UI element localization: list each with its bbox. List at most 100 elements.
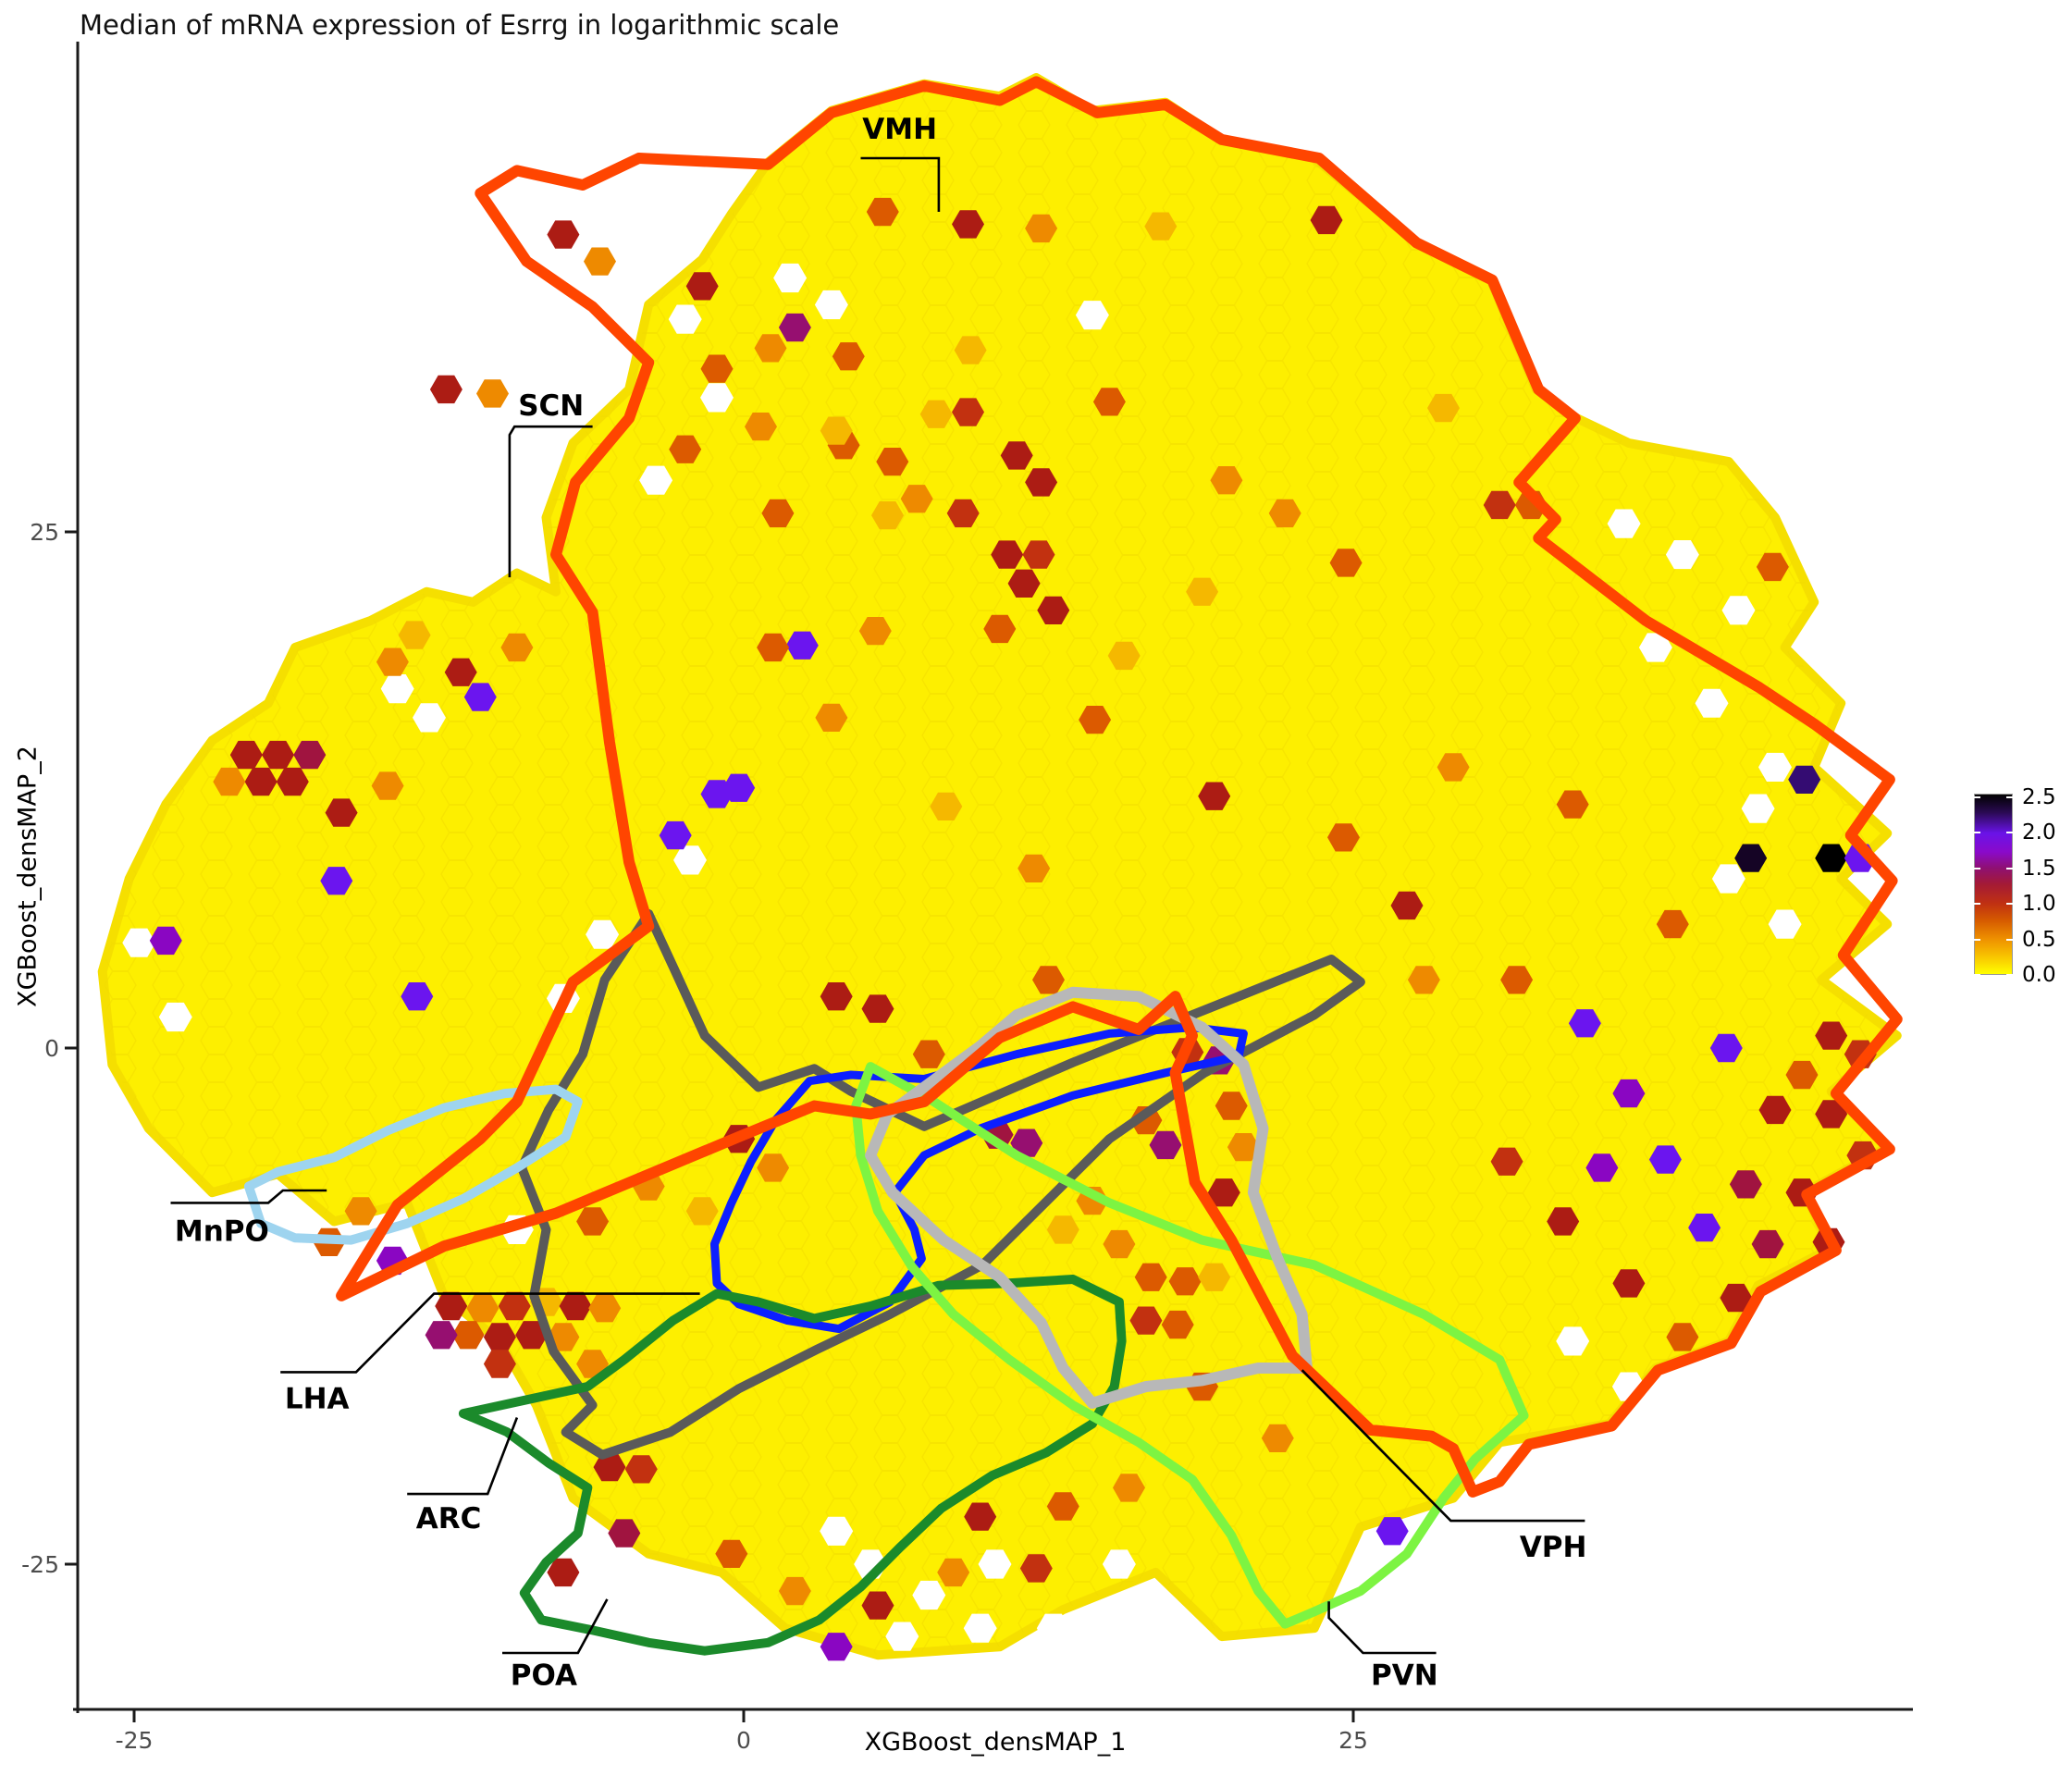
hex-bin — [483, 1350, 516, 1378]
hex-bin — [1656, 909, 1689, 939]
axes: -25 0 25 25 0 -25 — [21, 42, 1913, 1754]
colorbar-tick-label: 1.5 — [2022, 856, 2056, 881]
region-label-arc: ARC — [416, 1502, 482, 1536]
hex-bin — [1729, 1170, 1762, 1199]
hex-bin — [1046, 1215, 1079, 1244]
hex-bin — [1490, 1147, 1523, 1176]
leader-line-vph — [1301, 1369, 1585, 1523]
x-tick-label: 0 — [736, 1727, 751, 1754]
colorbar-tick-label: 2.0 — [2022, 820, 2056, 845]
hex-bin — [1010, 1128, 1043, 1157]
hex-bin — [1092, 388, 1126, 416]
hex-bin — [624, 1455, 658, 1484]
hex-bin — [435, 1291, 468, 1321]
hex-bin — [930, 792, 963, 820]
region-outline-mnpo — [243, 1084, 583, 1245]
hex-bin — [964, 1502, 997, 1531]
hex-bin — [1547, 1207, 1580, 1236]
colorbar-gradient — [1974, 794, 2013, 975]
hex-bin — [1390, 891, 1424, 920]
hex-bin — [1648, 1145, 1682, 1174]
colorbar-tick-mark — [2006, 796, 2013, 798]
hex-bin — [1500, 966, 1534, 994]
hex-bin — [778, 313, 811, 342]
hex-bin — [401, 982, 434, 1011]
hex-bin — [820, 982, 853, 1011]
colorbar-tick-label: 2.5 — [2022, 784, 2056, 809]
region-outline-vmh — [336, 76, 1903, 1498]
hex-bin — [547, 220, 580, 249]
hex-bin — [1210, 466, 1243, 495]
hex-bin — [1556, 790, 1589, 819]
hex-bin — [1788, 765, 1821, 794]
hex-bin — [757, 633, 790, 662]
hex-bin — [1000, 441, 1033, 470]
colorbar-tick-label: 1.0 — [2022, 892, 2056, 917]
hex-bin — [293, 740, 327, 770]
hex-bin — [815, 703, 848, 732]
y-tick-label: -25 — [21, 1551, 59, 1578]
leader-line-vmh — [860, 156, 941, 212]
hex-bin — [1310, 205, 1343, 235]
hex-bin — [858, 617, 892, 646]
y-tick-label: 0 — [44, 1035, 59, 1062]
x-tick-label: -25 — [116, 1727, 154, 1754]
hex-bin — [820, 1633, 853, 1661]
hex-bin — [912, 1040, 945, 1068]
colorbar-tick-mark — [1974, 974, 1980, 976]
colorbar-tick-label: 0.0 — [2022, 963, 2056, 987]
hex-bin — [1113, 1474, 1145, 1502]
hex-bin — [1103, 1229, 1136, 1259]
hex-bin — [1709, 1033, 1743, 1063]
hex-bin — [276, 767, 309, 796]
hex-bin — [1025, 468, 1058, 497]
hex-bin — [1568, 1009, 1601, 1038]
hex-bin — [919, 400, 953, 428]
colorbar-tick-mark — [1974, 867, 1980, 870]
colorbar-tick-mark — [1974, 903, 1980, 906]
x-tick-label: 25 — [1338, 1727, 1368, 1754]
hex-bin — [685, 1197, 719, 1226]
hex-bin — [1215, 1092, 1248, 1120]
hex-bin — [1107, 641, 1141, 671]
hex-bin — [320, 867, 353, 895]
hex-bin — [1268, 499, 1301, 528]
hex-bin — [1720, 1283, 1753, 1313]
hex-bin — [262, 740, 294, 770]
hex-bin — [1227, 1133, 1260, 1162]
hex-bin — [444, 658, 477, 686]
region-label-vph: VPH — [1520, 1531, 1587, 1564]
hex-bin — [1032, 966, 1065, 994]
region-label-vmh: VMH — [862, 113, 937, 146]
hex-bin — [588, 1294, 622, 1323]
hex-bin — [1198, 782, 1231, 810]
region-outline-vph — [865, 986, 1313, 1409]
hex-bin — [1612, 1269, 1646, 1298]
hex-bin — [778, 1576, 811, 1606]
colorbar-tick-mark — [2006, 867, 2013, 870]
hex-bin — [1022, 540, 1055, 569]
hex-bin — [659, 820, 692, 850]
hex-bin — [1198, 1263, 1231, 1291]
hex-bin — [1129, 1306, 1163, 1335]
hex-bin — [500, 633, 534, 662]
hex-bin — [1758, 1095, 1792, 1125]
colorbar-tick-mark — [2006, 832, 2013, 834]
hex-bin — [425, 1321, 458, 1350]
colorbar-tick-mark — [2006, 974, 2013, 976]
hex-bin — [1756, 552, 1789, 582]
hex-bin — [483, 1323, 516, 1351]
hex-bin — [722, 773, 756, 802]
hex-bin — [954, 336, 987, 364]
hex-bin — [451, 1321, 485, 1350]
hex-bin — [344, 1197, 377, 1226]
hex-bin — [325, 798, 358, 827]
hex-bin — [1149, 1130, 1182, 1160]
hex-bin — [229, 740, 263, 770]
hex-bin — [576, 1207, 610, 1236]
hex-bin — [946, 499, 980, 528]
hex-bin — [685, 272, 719, 301]
hex-bin — [515, 1321, 549, 1350]
chart-title: Median of mRNA expression of Esrrg in lo… — [80, 9, 840, 41]
